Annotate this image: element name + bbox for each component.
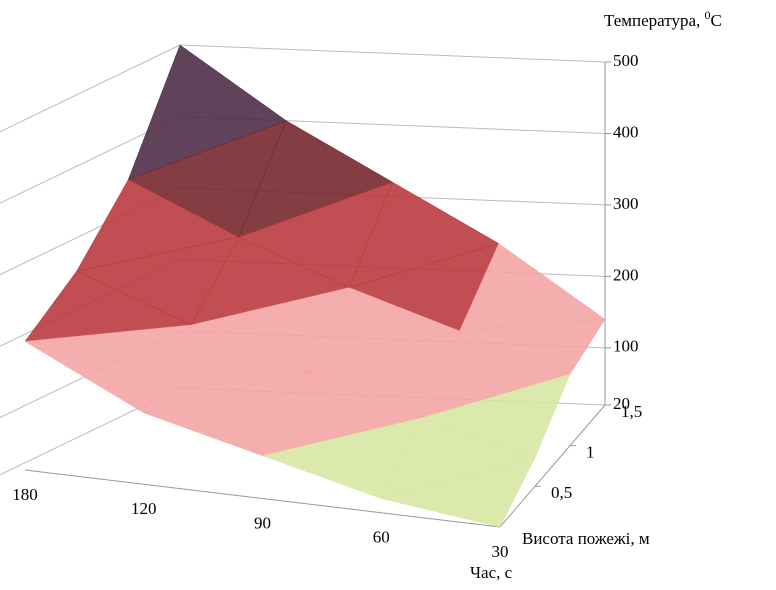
- x-tick-label: 90: [254, 513, 271, 532]
- grid-line: [0, 44, 181, 133]
- y-axis: [499, 404, 606, 528]
- x-tick-label: 60: [373, 528, 390, 547]
- x-tick-label: 30: [492, 542, 509, 561]
- y-tick-label: 0,5: [551, 483, 572, 502]
- z-tick-label: 300: [613, 194, 639, 213]
- z-tick-label: 20: [613, 394, 630, 413]
- y-axis-label: Висота пожежі, м: [522, 529, 650, 548]
- y-tick-label: 1,5: [621, 402, 642, 421]
- z-axis-label: Температура, 0C: [604, 8, 722, 30]
- x-axis-label: Час, с: [470, 563, 513, 582]
- z-label-text: Температура,: [604, 11, 705, 30]
- z-label-sup: 0: [705, 8, 711, 22]
- z-tick-label: 200: [613, 265, 639, 284]
- x-tick-label: 120: [131, 499, 157, 518]
- x-axis: [24, 469, 501, 528]
- z-tick-label: 100: [613, 337, 639, 356]
- z-tick-label: 500: [613, 51, 639, 70]
- surface-facet: [381, 457, 536, 528]
- grid-line: [179, 44, 606, 63]
- y-tick-label: 1: [586, 443, 595, 462]
- z-label-unit: C: [711, 11, 722, 30]
- x-tick-label: 180: [12, 485, 38, 504]
- z-tick-label: 400: [613, 122, 639, 141]
